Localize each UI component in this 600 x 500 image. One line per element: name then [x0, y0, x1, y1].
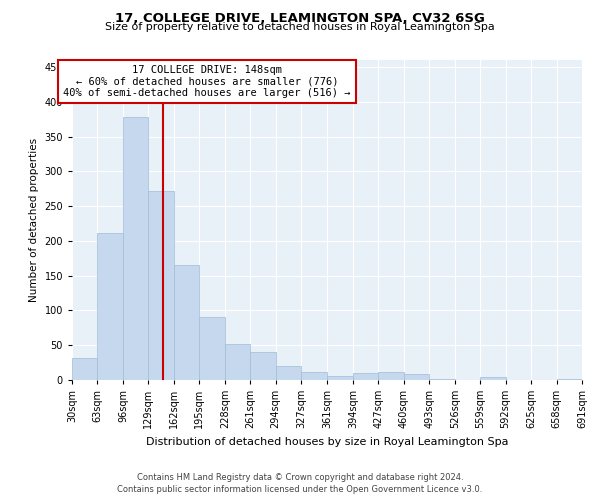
Y-axis label: Number of detached properties: Number of detached properties — [29, 138, 39, 302]
Bar — [174, 265, 199, 380]
Bar — [353, 373, 379, 380]
Bar — [480, 377, 506, 380]
Bar — [328, 376, 353, 380]
Text: 17 COLLEGE DRIVE: 148sqm
← 60% of detached houses are smaller (776)
40% of semi-: 17 COLLEGE DRIVE: 148sqm ← 60% of detach… — [64, 65, 351, 98]
Bar — [379, 372, 404, 380]
Text: Size of property relative to detached houses in Royal Leamington Spa: Size of property relative to detached ho… — [105, 22, 495, 32]
Bar — [404, 374, 429, 380]
Text: 17, COLLEGE DRIVE, LEAMINGTON SPA, CV32 6SG: 17, COLLEGE DRIVE, LEAMINGTON SPA, CV32 … — [115, 12, 485, 26]
X-axis label: Distribution of detached houses by size in Royal Leamington Spa: Distribution of detached houses by size … — [146, 436, 508, 446]
Bar — [429, 378, 455, 380]
Bar — [123, 117, 148, 380]
Bar — [275, 366, 301, 380]
Bar — [301, 372, 326, 380]
Bar — [225, 344, 250, 380]
Text: Contains HM Land Registry data © Crown copyright and database right 2024.
Contai: Contains HM Land Registry data © Crown c… — [118, 472, 482, 494]
Bar — [148, 192, 174, 380]
Bar — [250, 352, 275, 380]
Bar — [97, 232, 123, 380]
Bar — [557, 378, 582, 380]
Bar — [199, 318, 225, 380]
Bar — [72, 358, 97, 380]
